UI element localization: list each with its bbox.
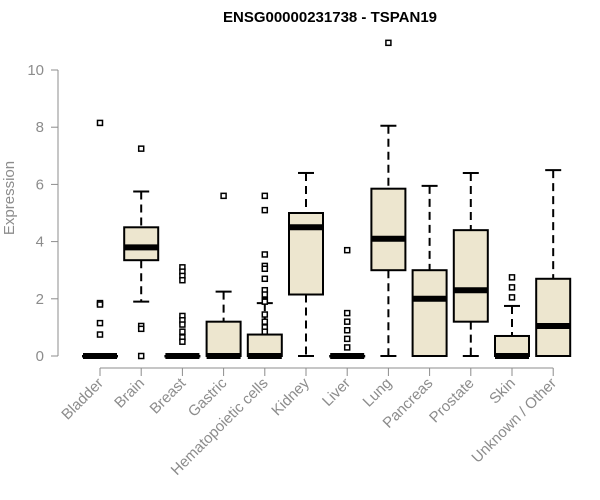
outlier-point <box>137 145 145 152</box>
outlier-point <box>508 284 516 291</box>
outlier-point <box>137 352 145 360</box>
outlier-point <box>261 265 269 273</box>
outlier-point <box>508 294 516 301</box>
outlier-point <box>261 206 269 214</box>
box-8 <box>411 184 448 358</box>
y-tick-label: 2 <box>36 291 44 308</box>
outlier-point <box>261 251 269 258</box>
y-axis-label: Expression <box>1 161 18 235</box>
chart-title: ENSG00000231738 - TSPAN19 <box>223 9 437 26</box>
outlier-point <box>96 301 104 308</box>
outlier-point <box>261 318 269 325</box>
outlier-point <box>343 318 351 325</box>
box-iqr <box>535 277 572 357</box>
x-tick-label: Lung <box>360 375 396 411</box>
box-iqr <box>494 334 530 358</box>
outlier-point <box>137 325 145 333</box>
outlier-point <box>261 298 269 305</box>
outlier-point <box>343 246 351 254</box>
outlier-point <box>261 192 269 200</box>
outlier-point <box>343 309 351 317</box>
box-10 <box>494 274 530 359</box>
outlier-point <box>179 338 186 345</box>
outlier-point <box>96 319 104 327</box>
outlier-point <box>261 311 269 318</box>
outlier-point <box>385 39 392 47</box>
y-axis: 0 2 4 6 8 10 <box>27 62 59 365</box>
x-tick-label: Prostate <box>426 375 478 427</box>
outlier-point <box>179 276 186 284</box>
box-7 <box>370 39 407 357</box>
box-iqr <box>246 333 283 357</box>
x-tick-label: Skin <box>486 375 519 408</box>
outlier-point <box>343 344 351 351</box>
box-iqr <box>205 320 242 357</box>
box-5 <box>288 171 324 357</box>
outlier-point <box>508 274 516 281</box>
outlier-point <box>179 328 186 335</box>
x-tick-label: Liver <box>319 375 354 410</box>
x-tick-label: Breast <box>147 374 190 417</box>
outlier-point <box>343 335 351 343</box>
boxes-layer <box>82 39 572 360</box>
outlier-point <box>261 275 269 283</box>
box-iqr <box>452 229 489 323</box>
outlier-point <box>179 321 186 328</box>
box-9 <box>452 171 489 357</box>
y-tick-label: 8 <box>36 119 44 136</box>
outlier-point <box>220 192 227 200</box>
box-2 <box>164 264 201 359</box>
box-6 <box>329 246 366 359</box>
outlier-point <box>343 327 351 334</box>
y-tick-label: 10 <box>27 62 44 79</box>
outlier-point <box>96 331 104 338</box>
x-tick-label: Kidney <box>268 374 313 419</box>
y-tick-label: 6 <box>36 176 44 193</box>
box-0 <box>82 119 118 359</box>
x-tick-label: Brain <box>111 375 148 412</box>
box-iqr <box>370 187 407 272</box>
box-1 <box>123 145 160 360</box>
y-tick-label: 4 <box>36 234 44 251</box>
x-tick-label: Bladder <box>58 375 107 424</box>
outlier-point <box>96 119 104 127</box>
box-iqr <box>411 269 448 358</box>
outlier-point <box>261 291 269 298</box>
box-4 <box>246 192 283 359</box>
box-3 <box>205 192 242 359</box>
box-iqr <box>123 226 160 262</box>
y-tick-label: 0 <box>36 348 44 365</box>
outlier-point <box>261 328 269 335</box>
box-11 <box>535 169 572 357</box>
